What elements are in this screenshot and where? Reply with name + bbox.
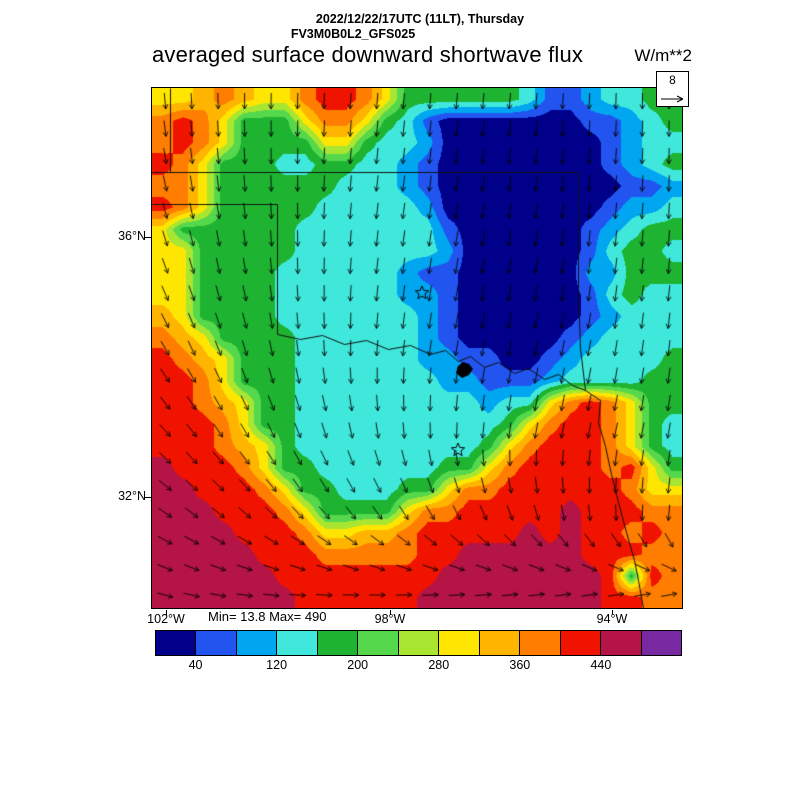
colorbar-segment (277, 631, 318, 655)
plot-model: FV3M0B0L2_GFS025 (290, 27, 416, 41)
colorbar-segment (520, 631, 561, 655)
colorbar-segment (479, 631, 521, 655)
colorbar-tick-label: 120 (266, 658, 288, 672)
colorbar-tick-label: 40 (188, 658, 203, 672)
colorbar (155, 630, 682, 656)
colorbar-ticks: 40 120 200 280 360 440 (155, 658, 682, 674)
colorbar-tick-label: 440 (590, 658, 612, 672)
lat-tickmark (144, 497, 151, 498)
lon-tick-label: 98°W (374, 612, 406, 626)
colorbar-segment (641, 631, 682, 655)
wind-vector-key: 8 (656, 71, 689, 107)
lon-tickmark (166, 610, 167, 615)
lat-tick-label: 32°N (118, 489, 146, 503)
lat-tickmark (144, 237, 151, 238)
plot-title: averaged surface downward shortwave flux (152, 42, 584, 67)
lat-tick-label: 36°N (118, 229, 146, 243)
plot-units-label: W/m**2 (634, 46, 692, 65)
colorbar-segment (601, 631, 642, 655)
colorbar-tick-label: 280 (428, 658, 450, 672)
wind-key-arrow-icon (660, 95, 683, 103)
colorbar-segment (398, 631, 440, 655)
plot-datetime: 2022/12/22/17UTC (11LT), Thursday (315, 12, 525, 26)
colorbar-segment (156, 631, 197, 655)
colorbar-segment (439, 631, 480, 655)
colorbar-segment (196, 631, 237, 655)
colorbar-segment (236, 631, 278, 655)
colorbar-tick-label: 200 (347, 658, 369, 672)
colorbar-segment (560, 631, 602, 655)
map-canvas (152, 88, 682, 608)
lon-tickmark (612, 610, 613, 615)
colorbar-tick-label: 360 (509, 658, 531, 672)
lon-tickmark (390, 610, 391, 615)
colorbar-segment (358, 631, 399, 655)
wind-vector-key-value: 8 (669, 73, 676, 87)
minmax-label: Min= 13.8 Max= 490 (208, 609, 327, 624)
colorbar-segment (317, 631, 359, 655)
map-frame (151, 87, 683, 609)
lon-tick-label: 102°W (147, 612, 185, 626)
lon-tick-label: 94°W (596, 612, 628, 626)
